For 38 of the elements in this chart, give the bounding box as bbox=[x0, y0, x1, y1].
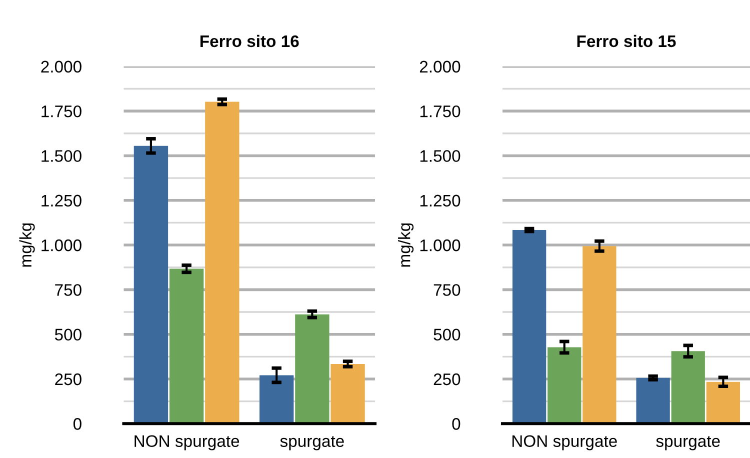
y-tick-label: 1.000 bbox=[42, 239, 82, 252]
bar bbox=[671, 351, 705, 424]
bar bbox=[134, 146, 168, 424]
x-tick-label: NON spurgate bbox=[512, 435, 617, 450]
bar bbox=[295, 314, 330, 424]
y-tick-label: 1.000 bbox=[420, 239, 460, 252]
y-tick-label: 1.500 bbox=[42, 150, 82, 162]
bar bbox=[512, 230, 546, 424]
chart-title: Ferro sito 16 bbox=[200, 34, 299, 48]
bar bbox=[582, 246, 616, 424]
y-tick-label: 500 bbox=[434, 328, 460, 341]
y-tick-label: 0 bbox=[73, 418, 82, 430]
y-tick-label: 1.750 bbox=[420, 105, 460, 118]
y-tick-label: 2.000 bbox=[41, 60, 82, 73]
y-tick-label: 250 bbox=[55, 373, 82, 386]
bar bbox=[548, 347, 582, 424]
bar bbox=[636, 378, 670, 424]
y-tick-label: 250 bbox=[434, 373, 460, 386]
y-tick-label: 1.750 bbox=[42, 105, 82, 118]
bar bbox=[706, 382, 740, 424]
y-axis-title: mg/kg bbox=[398, 223, 414, 267]
y-tick-label: 0 bbox=[452, 418, 460, 430]
bar bbox=[169, 268, 204, 424]
y-tick-label: 750 bbox=[434, 284, 460, 296]
chart-title: Ferro sito 15 bbox=[577, 34, 676, 48]
y-tick-label: 500 bbox=[54, 328, 82, 341]
bar bbox=[205, 102, 240, 424]
x-tick-label: spurgate bbox=[280, 436, 344, 450]
x-tick-label: NON spurgate bbox=[134, 435, 240, 450]
y-tick-label: 1.500 bbox=[420, 150, 460, 162]
y-axis-title: mg/kg bbox=[19, 223, 35, 267]
y-tick-label: 2.000 bbox=[420, 60, 460, 73]
bar bbox=[260, 375, 294, 424]
x-tick-label: spurgate bbox=[656, 436, 720, 450]
y-tick-label: 1.250 bbox=[42, 194, 82, 207]
y-tick-label: 1.250 bbox=[420, 194, 460, 207]
bar bbox=[330, 364, 365, 424]
y-tick-label: 750 bbox=[55, 284, 82, 296]
